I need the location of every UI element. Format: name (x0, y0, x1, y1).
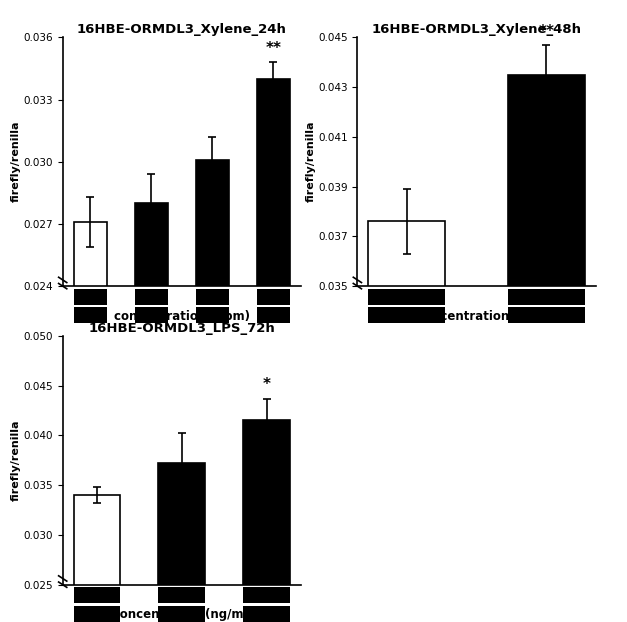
Bar (159, 587, 205, 603)
Title: 16HBE-ORMDL3_Xylene_48h: 16HBE-ORMDL3_Xylene_48h (372, 23, 581, 36)
Title: 16HBE-ORMDL3_Xylene_24h: 16HBE-ORMDL3_Xylene_24h (77, 23, 287, 36)
Bar (243, 587, 290, 603)
Bar (159, 463, 205, 622)
Text: **: ** (265, 41, 282, 56)
Bar (73, 606, 120, 622)
Text: **: ** (539, 24, 554, 39)
X-axis label: concentration (ppm): concentration (ppm) (114, 310, 250, 323)
Bar (368, 221, 445, 622)
Bar (508, 307, 585, 323)
Y-axis label: firefly/renilla: firefly/renilla (305, 121, 315, 203)
Bar (135, 307, 168, 323)
Bar (256, 289, 290, 305)
Bar (73, 587, 120, 603)
Bar (196, 307, 229, 323)
Title: 16HBE-ORMDL3_LPS_72h: 16HBE-ORMDL3_LPS_72h (88, 322, 275, 335)
Y-axis label: firefly/renilla: firefly/renilla (11, 419, 21, 501)
Bar (73, 289, 107, 305)
Bar (368, 289, 445, 305)
Bar (135, 203, 168, 622)
X-axis label: concentration (%): concentration (%) (417, 310, 536, 323)
Bar (243, 606, 290, 622)
X-axis label: Concentration(ng/ml): Concentration(ng/ml) (111, 608, 253, 621)
Bar (256, 79, 290, 622)
Bar (256, 307, 290, 323)
Bar (196, 160, 229, 622)
Y-axis label: firefly/renilla: firefly/renilla (11, 121, 21, 203)
Bar (508, 289, 585, 305)
Bar (135, 289, 168, 305)
Bar (73, 307, 107, 323)
Bar (159, 606, 205, 622)
Bar (73, 495, 120, 622)
Bar (508, 75, 585, 622)
Bar (368, 307, 445, 323)
Bar (73, 222, 107, 622)
Text: *: * (263, 378, 271, 392)
Bar (196, 289, 229, 305)
Bar (243, 420, 290, 622)
